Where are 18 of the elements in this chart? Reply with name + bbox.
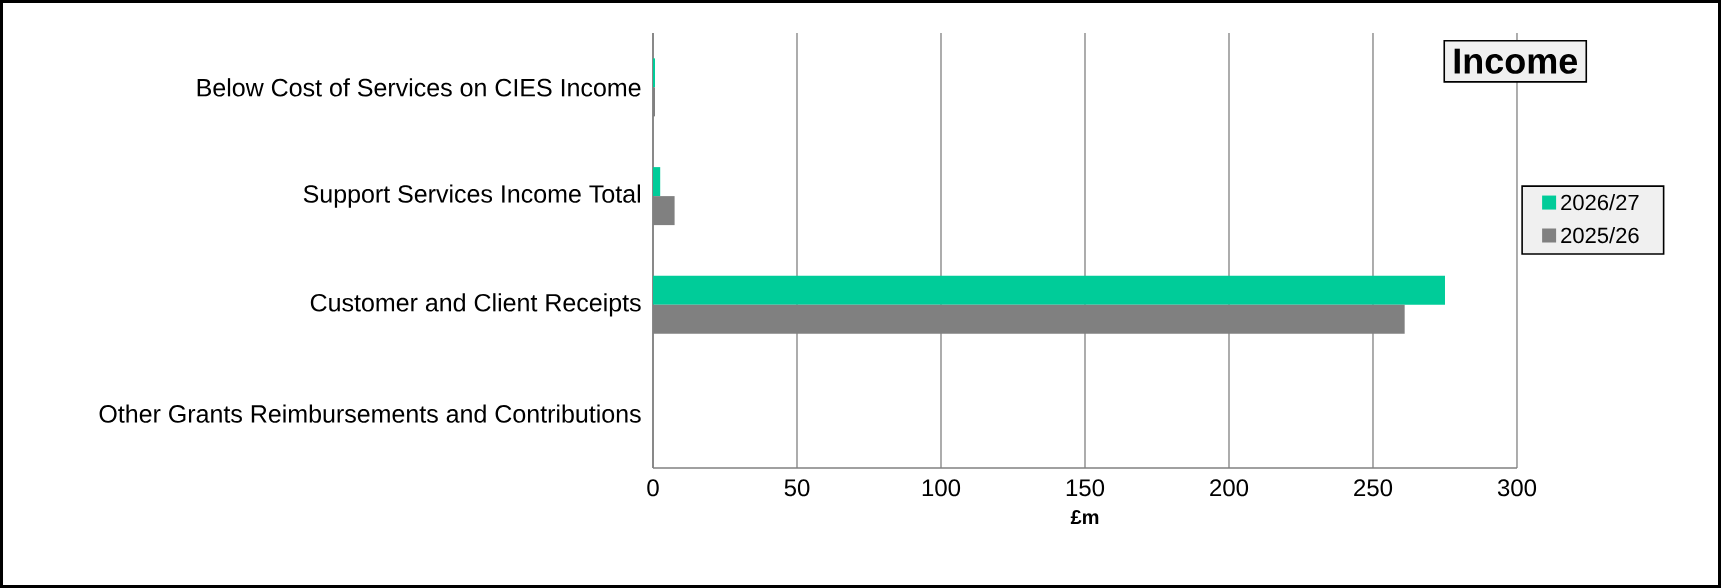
y-tick-label: Below Cost of Services on CIES Income xyxy=(197,78,641,97)
chart-title: Income xyxy=(1454,48,1578,74)
y-tick-label: Support Services Income Total xyxy=(303,184,640,208)
x-tick-label: 0 xyxy=(647,479,659,497)
x-tick-label: 200 xyxy=(1210,479,1249,497)
legend-label: 2026/27 xyxy=(1561,194,1639,211)
x-tick-label: 150 xyxy=(1066,479,1105,497)
bar xyxy=(653,58,656,88)
y-tick-label: Other Grants Reimbursements and Contributions xyxy=(99,404,641,423)
x-tick-label: 250 xyxy=(1354,479,1393,497)
x-axis-title: £m xyxy=(1070,510,1099,525)
legend-label: 2025/26 xyxy=(1561,227,1639,244)
bar xyxy=(653,167,661,197)
x-tick-label: 300 xyxy=(1497,479,1537,497)
x-tick-label: 50 xyxy=(784,479,810,497)
y-tick-label: Customer and Client Receipts xyxy=(310,293,641,317)
bar xyxy=(653,275,1445,305)
x-tick-label: 100 xyxy=(922,479,961,497)
